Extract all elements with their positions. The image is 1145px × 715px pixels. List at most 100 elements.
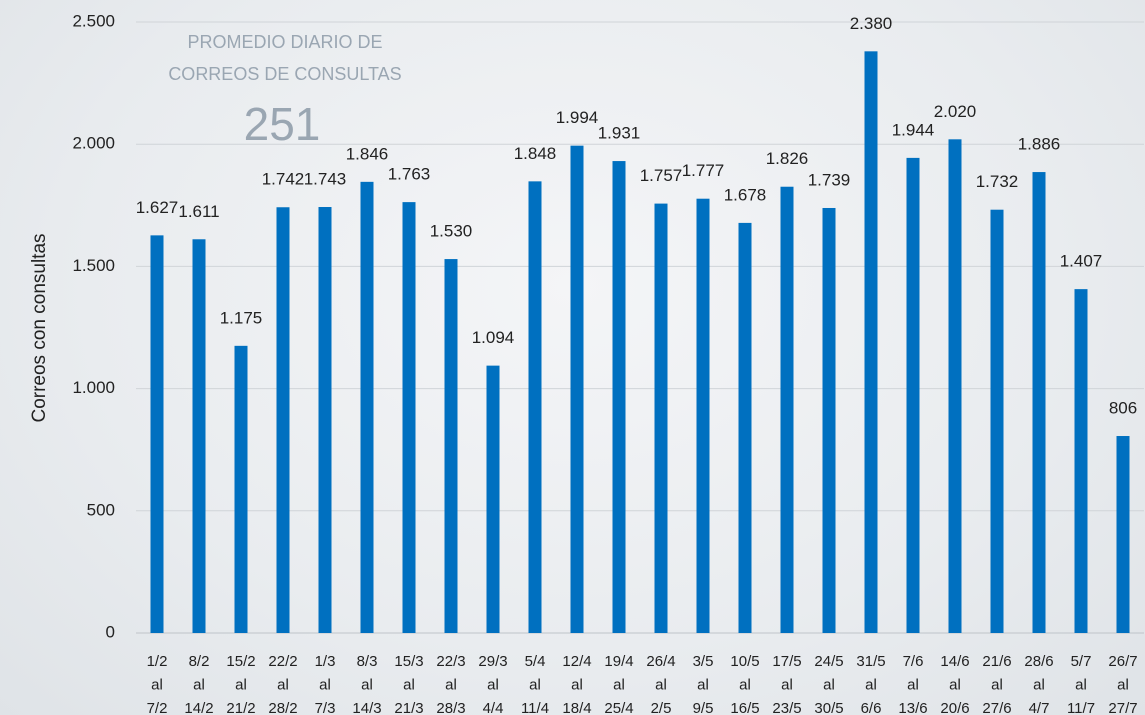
annotation-line: CORREOS DE CONSULTAS [168,64,401,84]
annotation-line: PROMEDIO DIARIO DE [187,32,382,52]
x-tick-label: 7/3 [315,700,336,715]
data-label: 1.743 [304,169,347,188]
data-label: 1.732 [976,172,1019,191]
x-tick-label: al [1075,676,1087,693]
y-tick-label: 2.000 [72,134,115,153]
y-tick-label: 500 [87,500,115,519]
data-label: 1.530 [430,222,473,241]
data-label: 1.757 [640,166,683,185]
y-tick-label: 1.000 [72,378,115,397]
bar [276,207,290,634]
bar [906,157,920,633]
x-tick-label: al [193,676,205,693]
x-tick-label: 26/4 [646,653,675,670]
x-tick-label: 4/4 [483,700,504,715]
bar [234,345,248,633]
x-tick-label: 6/6 [861,700,882,715]
bar [192,239,206,633]
x-tick-label: 28/3 [436,700,465,715]
x-tick-label: 21/3 [394,700,423,715]
bar [948,139,962,633]
data-label: 1.094 [472,328,515,347]
x-tick-label: 15/2 [226,653,255,670]
x-tick-label: al [1033,676,1045,693]
x-tick-label: 19/4 [604,653,633,670]
x-tick-label: 29/3 [478,653,507,670]
x-tick-label: 3/5 [693,653,714,670]
x-tick-label: al [655,676,667,693]
bar [318,207,332,633]
x-tick-label: 14/2 [184,700,213,715]
x-tick-label: 17/5 [772,653,801,670]
x-tick-label: al [865,676,877,693]
x-tick-label: 24/5 [814,653,843,670]
x-tick-label: 7/2 [147,700,168,715]
bar [528,181,542,633]
x-tick-label: al [781,676,793,693]
data-label: 1.931 [598,124,641,143]
bar [822,207,836,633]
bar [570,145,584,634]
bar [864,51,878,633]
data-label: 2.380 [850,14,893,33]
x-tick-label: 4/7 [1029,700,1050,715]
x-tick-label: 5/7 [1071,653,1092,670]
x-tick-label: al [277,676,289,693]
x-tick-label: 12/4 [562,653,591,670]
x-tick-label: 31/5 [856,653,885,670]
data-label: 1.994 [556,108,599,127]
x-tick-label: al [487,676,499,693]
x-tick-label: al [151,676,163,693]
x-tick-label: 21/2 [226,700,255,715]
x-tick-label: 10/5 [730,653,759,670]
x-tick-label: 30/5 [814,700,843,715]
data-label: 1.777 [682,161,725,180]
x-tick-label: 18/4 [562,700,591,715]
data-label: 1.763 [388,165,431,184]
x-tick-label: al [361,676,373,693]
x-tick-label: 14/6 [940,653,969,670]
data-label: 1.848 [514,144,557,163]
x-tick-label: 16/5 [730,700,759,715]
x-tick-label: 9/5 [693,700,714,715]
data-label: 1.407 [1060,252,1103,271]
x-tick-label: al [529,676,541,693]
x-tick-label: al [403,676,415,693]
data-label: 2.020 [934,102,977,121]
x-tick-label: 8/3 [357,653,378,670]
bar [780,186,794,634]
x-tick-label: al [739,676,751,693]
x-tick-label: 11/4 [521,700,549,715]
x-tick-label: 28/2 [268,700,297,715]
x-tick-label: 27/7 [1108,700,1137,715]
bar [360,181,374,634]
bar [486,365,500,633]
x-tick-label: 8/2 [189,653,210,670]
bar [1074,289,1088,633]
x-tick-label: al [907,676,919,693]
bar [1116,436,1130,633]
data-label: 1.627 [136,198,179,217]
y-tick-label: 0 [106,622,115,641]
data-label: 1.611 [178,202,219,221]
data-label: 1.739 [808,170,851,189]
bar [738,222,752,634]
bar [1032,172,1046,634]
x-tick-label: 26/7 [1108,653,1137,670]
x-tick-label: 15/3 [394,653,423,670]
x-tick-label: 28/6 [1024,653,1053,670]
x-tick-label: 14/3 [352,700,381,715]
x-tick-label: al [823,676,835,693]
x-tick-label: 13/6 [898,700,927,715]
x-tick-label: 7/6 [903,653,924,670]
data-label: 1.944 [892,120,935,139]
x-tick-label: al [1117,676,1129,693]
x-tick-label: al [235,676,247,693]
bar [654,203,668,633]
data-label: 1.846 [346,144,389,163]
data-label: 806 [1109,398,1137,417]
bar [444,259,458,633]
annotation-value: 251 [244,98,321,150]
x-tick-label: al [319,676,331,693]
